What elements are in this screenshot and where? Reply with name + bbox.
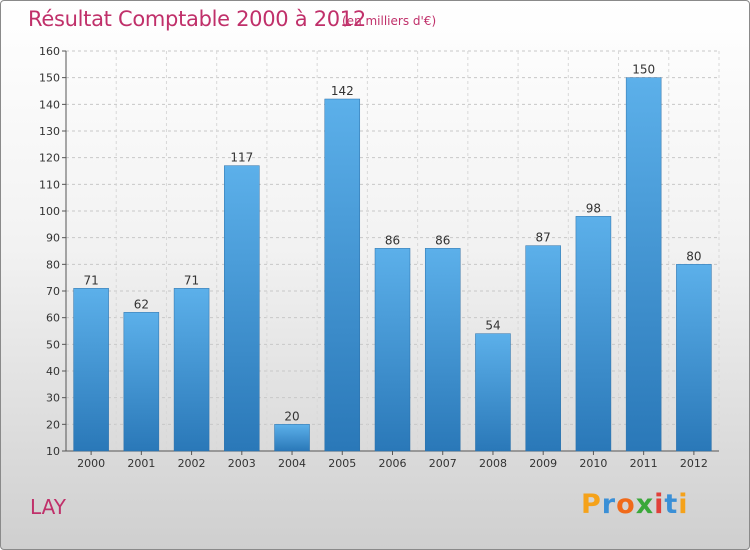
x-tick-label-2002: 2002 xyxy=(178,457,206,470)
y-tick-label: 150 xyxy=(39,72,60,85)
bar-2003 xyxy=(224,165,260,452)
data-label-2008: 54 xyxy=(485,319,500,333)
y-tick-label: 50 xyxy=(46,338,60,351)
x-tick-label-2009: 2009 xyxy=(529,457,557,470)
x-axis-labels: 2000 2001 2002 2003 2004 2005 2006 2007 2008 2009… xyxy=(77,451,708,470)
y-tick-label: 140 xyxy=(39,98,60,111)
data-label-2005: 142 xyxy=(331,84,354,98)
data-label-2004: 20 xyxy=(284,409,299,423)
data-label-2000: 71 xyxy=(83,273,98,287)
x-tick-label-2003: 2003 xyxy=(228,457,256,470)
y-tick-label: 130 xyxy=(39,125,60,138)
bar-2012 xyxy=(676,264,712,452)
bar-2009 xyxy=(525,245,561,452)
y-tick-label: 40 xyxy=(46,365,60,378)
data-label-2006: 86 xyxy=(385,233,400,247)
x-tick-label-2011: 2011 xyxy=(630,457,658,470)
data-label-2010: 98 xyxy=(586,201,601,215)
bar-2001 xyxy=(123,312,160,452)
bars: 71 62 71 117 20 142 86 86 54 87 98 150 80 xyxy=(73,63,712,452)
bar-2000 xyxy=(73,288,109,452)
x-tick-label-2008: 2008 xyxy=(479,457,507,470)
x-tick-label-2010: 2010 xyxy=(579,457,607,470)
data-label-2002: 71 xyxy=(184,273,199,287)
logo-letter: x xyxy=(635,489,655,520)
y-tick-label: 110 xyxy=(39,178,60,191)
logo-letter: r xyxy=(601,489,617,520)
bar-2005 xyxy=(324,98,361,452)
data-label-2007: 86 xyxy=(435,233,450,247)
y-tick-label: 100 xyxy=(39,205,60,218)
x-tick-label-2012: 2012 xyxy=(680,457,708,470)
y-tick-label: 60 xyxy=(46,312,60,325)
y-tick-label: 20 xyxy=(46,418,60,431)
data-label-2011: 150 xyxy=(632,63,655,77)
chart-title: Résultat Comptable 2000 à 2012 xyxy=(28,7,366,31)
bar-2007 xyxy=(424,248,461,452)
bar-2002 xyxy=(173,288,210,452)
x-tick-label-2001: 2001 xyxy=(127,457,155,470)
logo-letter: t xyxy=(664,489,679,520)
y-tick-label: 10 xyxy=(46,445,60,458)
logo-letter: o xyxy=(616,489,636,520)
bar-2011 xyxy=(625,77,662,452)
bar-2004 xyxy=(274,424,310,452)
x-tick-label-2005: 2005 xyxy=(328,457,356,470)
y-tick-label: 70 xyxy=(46,285,60,298)
data-label-2003: 117 xyxy=(230,151,253,165)
logo-letter: i xyxy=(678,489,689,520)
y-tick-label: 30 xyxy=(46,392,60,405)
logo-letter: P xyxy=(581,489,602,520)
y-tick-label: 80 xyxy=(46,258,60,271)
commune-name: LAY xyxy=(30,495,66,519)
proxiti-logo: Proxiti xyxy=(581,489,689,520)
data-label-2009: 87 xyxy=(536,231,551,245)
chart-subtitle: (en milliers d'€) xyxy=(342,14,437,28)
data-label-2001: 62 xyxy=(134,297,149,311)
data-label-2012: 80 xyxy=(686,249,701,263)
x-tick-label-2004: 2004 xyxy=(278,457,306,470)
logo-letter: i xyxy=(654,489,665,520)
x-tick-label-2006: 2006 xyxy=(379,457,407,470)
y-tick-label: 90 xyxy=(46,232,60,245)
y-tick-label: 160 xyxy=(39,45,60,58)
y-tick-label: 120 xyxy=(39,152,60,165)
bar-2006 xyxy=(374,248,411,452)
bar-2010 xyxy=(575,216,612,452)
x-tick-label-2000: 2000 xyxy=(77,457,105,470)
bar-2008 xyxy=(475,333,511,452)
x-tick-label-2007: 2007 xyxy=(429,457,457,470)
